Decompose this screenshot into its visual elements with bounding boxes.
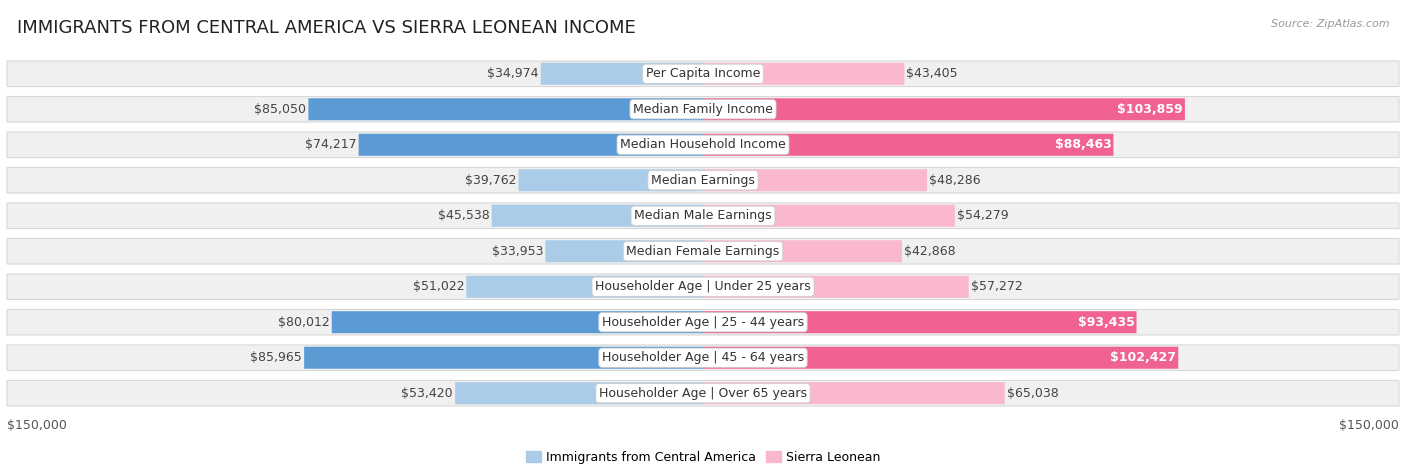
Text: Source: ZipAtlas.com: Source: ZipAtlas.com <box>1271 19 1389 28</box>
FancyBboxPatch shape <box>456 382 703 404</box>
Text: Householder Age | Over 65 years: Householder Age | Over 65 years <box>599 387 807 400</box>
Text: $74,217: $74,217 <box>305 138 357 151</box>
Text: $45,538: $45,538 <box>437 209 489 222</box>
Text: $48,286: $48,286 <box>929 174 981 187</box>
FancyBboxPatch shape <box>703 276 969 298</box>
FancyBboxPatch shape <box>703 311 1136 333</box>
FancyBboxPatch shape <box>7 132 1399 157</box>
Text: $93,435: $93,435 <box>1077 316 1135 329</box>
FancyBboxPatch shape <box>7 61 1399 86</box>
Text: Median Household Income: Median Household Income <box>620 138 786 151</box>
Text: IMMIGRANTS FROM CENTRAL AMERICA VS SIERRA LEONEAN INCOME: IMMIGRANTS FROM CENTRAL AMERICA VS SIERR… <box>17 19 636 37</box>
Text: $57,272: $57,272 <box>970 280 1022 293</box>
Text: Per Capita Income: Per Capita Income <box>645 67 761 80</box>
FancyBboxPatch shape <box>703 205 955 227</box>
FancyBboxPatch shape <box>7 345 1399 370</box>
FancyBboxPatch shape <box>541 63 703 85</box>
FancyBboxPatch shape <box>703 169 927 191</box>
FancyBboxPatch shape <box>703 382 1005 404</box>
FancyBboxPatch shape <box>359 134 703 156</box>
Text: $103,859: $103,859 <box>1118 103 1182 116</box>
Text: Median Earnings: Median Earnings <box>651 174 755 187</box>
Text: $80,012: $80,012 <box>278 316 329 329</box>
Text: $65,038: $65,038 <box>1007 387 1059 400</box>
Legend: Immigrants from Central America, Sierra Leonean: Immigrants from Central America, Sierra … <box>520 446 886 467</box>
FancyBboxPatch shape <box>492 205 703 227</box>
FancyBboxPatch shape <box>304 347 703 369</box>
Text: $39,762: $39,762 <box>465 174 516 187</box>
Text: $51,022: $51,022 <box>412 280 464 293</box>
FancyBboxPatch shape <box>7 168 1399 193</box>
FancyBboxPatch shape <box>519 169 703 191</box>
FancyBboxPatch shape <box>703 134 1114 156</box>
Text: $85,050: $85,050 <box>254 103 307 116</box>
Text: $54,279: $54,279 <box>957 209 1008 222</box>
FancyBboxPatch shape <box>546 240 703 262</box>
Text: $34,974: $34,974 <box>486 67 538 80</box>
Text: Median Female Earnings: Median Female Earnings <box>627 245 779 258</box>
FancyBboxPatch shape <box>703 98 1185 120</box>
Text: $33,953: $33,953 <box>492 245 543 258</box>
Text: Householder Age | 25 - 44 years: Householder Age | 25 - 44 years <box>602 316 804 329</box>
Text: $102,427: $102,427 <box>1111 351 1177 364</box>
FancyBboxPatch shape <box>703 347 1178 369</box>
Text: $150,000: $150,000 <box>7 419 67 432</box>
FancyBboxPatch shape <box>7 381 1399 406</box>
FancyBboxPatch shape <box>7 203 1399 228</box>
Text: $42,868: $42,868 <box>904 245 956 258</box>
FancyBboxPatch shape <box>332 311 703 333</box>
FancyBboxPatch shape <box>308 98 703 120</box>
Text: $150,000: $150,000 <box>1339 419 1399 432</box>
FancyBboxPatch shape <box>703 240 901 262</box>
Text: Median Male Earnings: Median Male Earnings <box>634 209 772 222</box>
FancyBboxPatch shape <box>467 276 703 298</box>
FancyBboxPatch shape <box>7 310 1399 335</box>
Text: Householder Age | 45 - 64 years: Householder Age | 45 - 64 years <box>602 351 804 364</box>
FancyBboxPatch shape <box>703 63 904 85</box>
Text: Median Family Income: Median Family Income <box>633 103 773 116</box>
FancyBboxPatch shape <box>7 97 1399 122</box>
Text: $85,965: $85,965 <box>250 351 302 364</box>
Text: $43,405: $43,405 <box>907 67 957 80</box>
FancyBboxPatch shape <box>7 274 1399 299</box>
Text: Householder Age | Under 25 years: Householder Age | Under 25 years <box>595 280 811 293</box>
Text: $53,420: $53,420 <box>402 387 453 400</box>
Text: $88,463: $88,463 <box>1054 138 1111 151</box>
FancyBboxPatch shape <box>7 239 1399 264</box>
